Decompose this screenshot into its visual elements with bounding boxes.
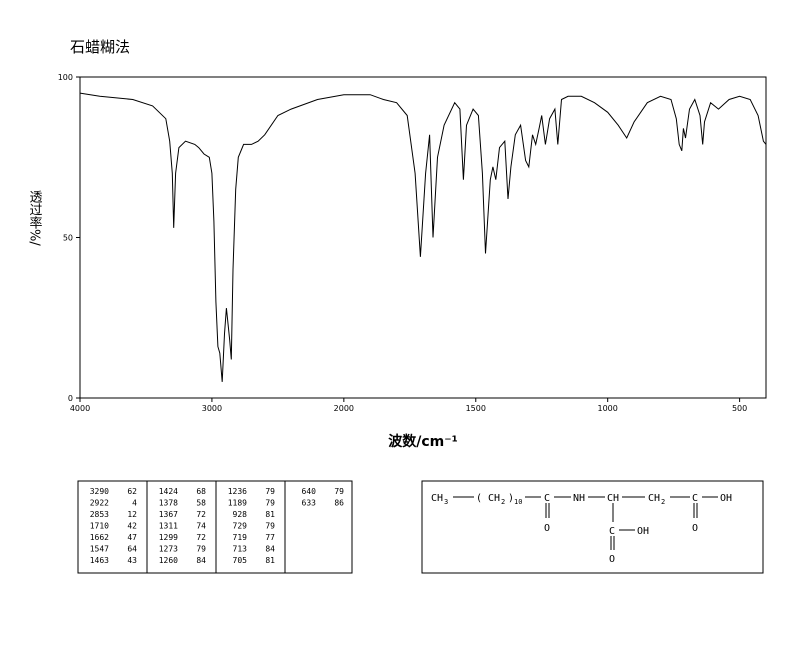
peak-wavenumber: 713 (233, 545, 248, 554)
peak-wavenumber: 633 (302, 499, 317, 508)
structure-frame (421, 480, 764, 574)
peak-wavenumber: 3290 (90, 487, 109, 496)
plot-frame (79, 76, 767, 399)
peak-transmittance: 47 (127, 533, 137, 542)
peak-wavenumber: 1424 (159, 487, 178, 496)
peak-wavenumber: 640 (302, 487, 317, 496)
peak-wavenumber: 1189 (228, 499, 247, 508)
peak-transmittance: 84 (265, 545, 275, 554)
atom-sub: 2 (661, 498, 665, 506)
peak-transmittance: 72 (196, 533, 206, 542)
atom: O (544, 523, 550, 534)
y-tick-label: 100 (58, 73, 73, 82)
peak-transmittance: 12 (127, 510, 137, 519)
atom: OH (720, 493, 732, 504)
peak-wavenumber: 705 (233, 556, 248, 565)
x-label: 波数/cm⁻¹ (388, 433, 458, 450)
atom: C (544, 493, 550, 504)
peak-transmittance: 58 (196, 499, 206, 508)
peak-transmittance: 72 (196, 510, 206, 519)
y-tick-label: 50 (63, 234, 73, 243)
peak-transmittance: 64 (127, 545, 137, 554)
atom: CH (431, 493, 443, 504)
peak-wavenumber: 1311 (159, 522, 178, 531)
atom: O (609, 554, 615, 565)
peak-wavenumber: 1236 (228, 487, 247, 496)
peak-transmittance: 77 (265, 533, 275, 542)
peak-wavenumber: 1547 (90, 545, 109, 554)
peak-transmittance: 4 (132, 499, 137, 508)
x-tick-label: 3000 (202, 404, 222, 413)
peak-wavenumber: 1273 (159, 545, 178, 554)
peak-transmittance: 43 (127, 556, 137, 565)
x-tick-label: 4000 (70, 404, 90, 413)
atom: C (692, 493, 698, 504)
atom: OH (637, 526, 649, 537)
peak-transmittance: 68 (196, 487, 206, 496)
atom: ) (508, 493, 514, 504)
peak-transmittance: 81 (265, 556, 275, 565)
structure: CH 3 ( CH 2 ) 10 C O NH CH CH 2 C OH O C… (421, 480, 764, 574)
atom: CH (607, 493, 619, 504)
atom-sub: 2 (501, 498, 505, 506)
peak-transmittance: 74 (196, 522, 206, 531)
x-tick-label: 1500 (466, 404, 486, 413)
peak-transmittance: 42 (127, 522, 137, 531)
atom: ( (476, 493, 482, 504)
peak-wavenumber: 1367 (159, 510, 178, 519)
peak-wavenumber: 2922 (90, 499, 109, 508)
peak-transmittance: 79 (265, 522, 275, 531)
x-tick-label: 500 (732, 404, 747, 413)
peak-transmittance: 79 (196, 545, 206, 554)
peak-transmittance: 84 (196, 556, 206, 565)
peak-wavenumber: 729 (233, 522, 248, 531)
peak-wavenumber: 2853 (90, 510, 109, 519)
peak-wavenumber: 1662 (90, 533, 109, 542)
spectrum-line (79, 92, 767, 382)
peak-wavenumber: 1299 (159, 533, 178, 542)
atom-sub: 3 (444, 498, 448, 506)
x-tick-label: 2000 (334, 404, 354, 413)
y-label: 透过率%/ (27, 190, 43, 246)
atom: O (692, 523, 698, 534)
peak-wavenumber: 928 (233, 510, 248, 519)
atom-sub: 10 (514, 498, 522, 506)
x-tick-label: 1000 (598, 404, 618, 413)
peak-wavenumber: 1378 (159, 499, 178, 508)
peak-table: 3290 62 2922 4 2853 12 1710 42 1662 47 1547 64 1463 4… (77, 480, 353, 574)
peak-wavenumber: 1260 (159, 556, 178, 565)
peak-transmittance: 62 (127, 487, 137, 496)
peak-transmittance: 81 (265, 510, 275, 519)
chart-title: 石蜡糊法 (70, 38, 130, 56)
atom: C (609, 526, 615, 537)
atom: CH (488, 493, 500, 504)
atom: NH (573, 493, 585, 504)
table-frame (77, 480, 353, 574)
peak-transmittance: 79 (334, 487, 344, 496)
peak-wavenumber: 719 (233, 533, 248, 542)
peak-transmittance: 86 (334, 499, 344, 508)
peak-transmittance: 79 (265, 487, 275, 496)
atom: CH (648, 493, 660, 504)
peak-wavenumber: 1463 (90, 556, 109, 565)
peak-wavenumber: 1710 (90, 522, 109, 531)
peak-transmittance: 79 (265, 499, 275, 508)
y-tick-label: 0 (68, 394, 73, 403)
